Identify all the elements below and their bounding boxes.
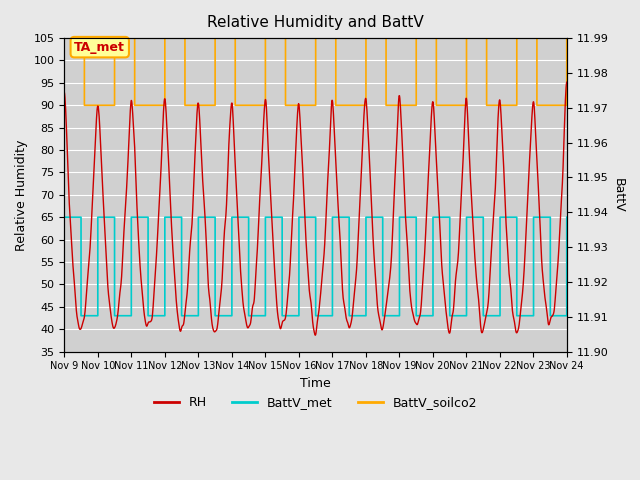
Title: Relative Humidity and BattV: Relative Humidity and BattV: [207, 15, 424, 30]
Y-axis label: BattV: BattV: [612, 178, 625, 212]
Legend: RH, BattV_met, BattV_soilco2: RH, BattV_met, BattV_soilco2: [149, 391, 482, 414]
X-axis label: Time: Time: [300, 377, 331, 390]
Text: TA_met: TA_met: [74, 41, 125, 54]
Y-axis label: Relative Humidity: Relative Humidity: [15, 139, 28, 251]
